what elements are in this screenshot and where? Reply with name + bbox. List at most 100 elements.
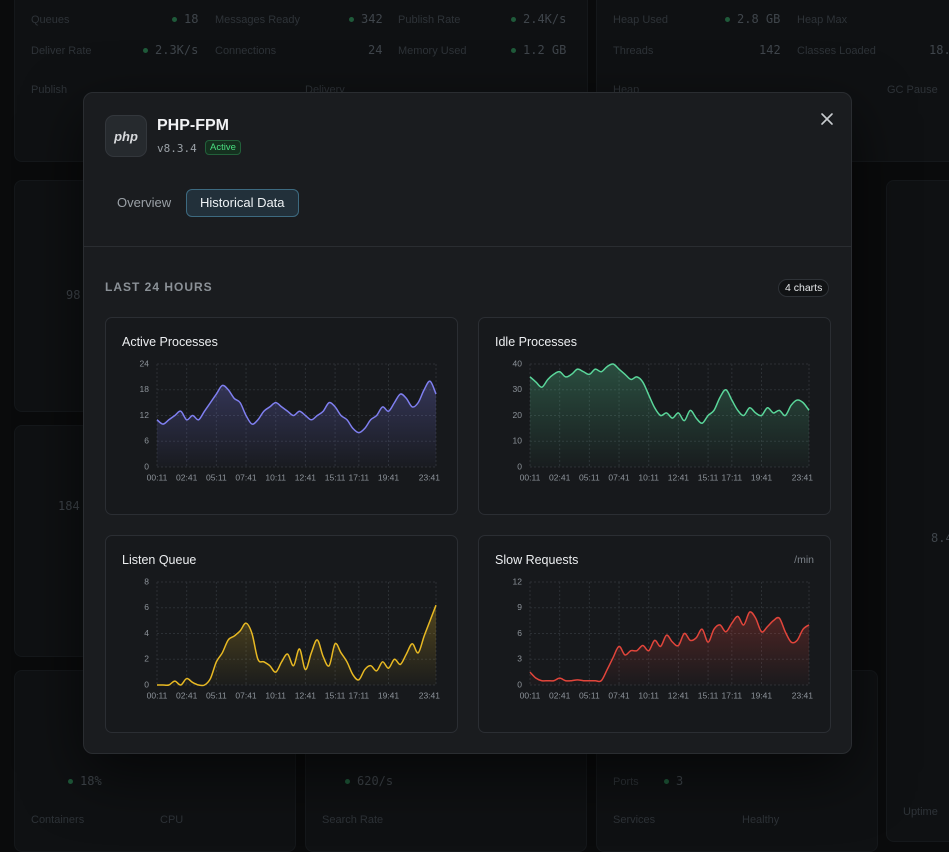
bg-value: 142 xyxy=(759,43,781,57)
x-tick-label: 02:41 xyxy=(176,690,198,700)
chart-title: Idle Processes xyxy=(495,335,577,349)
bg-label: Uptime xyxy=(903,806,938,818)
bg-label: Memory Used xyxy=(398,45,467,57)
bg-label: Threads xyxy=(613,45,654,57)
x-tick-label: 17:11 xyxy=(349,690,370,700)
bg-dot xyxy=(664,779,669,784)
bg-value: 18 xyxy=(184,12,199,26)
y-tick-label: 6 xyxy=(144,436,149,446)
bg-dot xyxy=(511,48,516,53)
x-tick-label: 12:41 xyxy=(668,690,690,700)
x-tick-label: 10:11 xyxy=(265,472,286,482)
line xyxy=(529,363,810,424)
bg-value: 3 xyxy=(676,774,684,788)
chart-card: Active Processes 0 6 12 18 24 00:11 02:41 05:11 0… xyxy=(105,317,458,515)
x-tick-label: 17:11 xyxy=(722,690,743,700)
bg-label: Healthy xyxy=(742,814,780,826)
y-tick-label: 40 xyxy=(513,358,523,368)
chart-unit: /min xyxy=(794,554,814,566)
x-tick-label: 07:41 xyxy=(608,472,630,482)
bg-dot xyxy=(143,48,148,53)
chart-svg: 0 10 20 30 40 00:11 02:41 05:11 07:41 10:11 12:41 1… xyxy=(513,358,814,482)
y-tick-label: 4 xyxy=(144,628,149,638)
x-tick-label: 05:11 xyxy=(579,690,600,700)
bg-value: 342 xyxy=(361,12,383,26)
x-tick-label: 23:41 xyxy=(792,690,814,700)
bg-value: 24 xyxy=(368,43,383,57)
x-tick-label: 15:11 xyxy=(698,472,719,482)
status-badge: Active xyxy=(205,140,241,155)
line xyxy=(156,380,437,434)
x-tick-label: 07:41 xyxy=(235,690,257,700)
x-tick-label: 00:11 xyxy=(520,472,541,482)
y-tick-label: 18 xyxy=(140,384,150,394)
bg-label: Search Rate xyxy=(322,814,384,826)
bg-label: Messages Ready xyxy=(215,14,300,26)
chart-card: Listen Queue 0 2 4 6 8 00:11 02:41 05:11 07:41 10:… xyxy=(105,535,458,733)
x-tick-label: 17:11 xyxy=(722,472,743,482)
line xyxy=(529,611,810,683)
x-tick-label: 10:11 xyxy=(638,690,659,700)
chart-card: Idle Processes 0 10 20 30 40 00:11 02:41 05:11 07… xyxy=(478,317,831,515)
chart-svg: 0 2 4 6 8 00:11 02:41 05:11 07:41 10:11 12:41 15:11… xyxy=(144,576,440,700)
x-tick-label: 15:11 xyxy=(325,472,346,482)
area xyxy=(157,381,436,467)
chart-svg: 0 3 6 9 12 00:11 02:41 05:11 07:41 10:11 12:41 15:1… xyxy=(513,576,814,700)
chart-card: Slow Requests/min 0 3 6 9 12 00:11 02:41 05:11 07… xyxy=(478,535,831,733)
chart-svg: 0 6 12 18 24 00:11 02:41 05:11 07:41 10:11 12:41 15… xyxy=(140,358,441,482)
x-tick-label: 12:41 xyxy=(295,472,317,482)
version: v8.3.4 xyxy=(157,142,197,155)
modal-title: PHP-FPM xyxy=(157,117,229,134)
x-tick-label: 00:11 xyxy=(147,690,168,700)
y-tick-label: 10 xyxy=(513,436,523,446)
bg-label: GC Pause xyxy=(887,84,938,96)
close-button[interactable] xyxy=(818,110,836,128)
y-tick-label: 0 xyxy=(144,679,149,689)
bg-label: Deliver Rate xyxy=(31,45,92,57)
app-icon: php xyxy=(105,115,147,157)
x-tick-label: 07:41 xyxy=(608,690,630,700)
x-tick-label: 10:11 xyxy=(638,472,659,482)
tab[interactable]: Overview xyxy=(117,195,172,210)
bg-label: Containers xyxy=(31,814,85,826)
chart-title: Slow Requests xyxy=(495,553,579,567)
bg-label: Queues xyxy=(31,14,70,26)
y-tick-label: 0 xyxy=(517,461,522,471)
area xyxy=(157,605,436,686)
section-title: LAST 24 HOURS xyxy=(105,280,213,294)
bg-value: 18.4 xyxy=(929,43,949,57)
chart-title: Listen Queue xyxy=(122,553,197,567)
bg-dot xyxy=(511,17,516,22)
x-tick-label: 15:11 xyxy=(325,690,346,700)
bg-dot xyxy=(68,779,73,784)
bg-value: 620/s xyxy=(357,774,394,788)
bg-value: 18% xyxy=(80,774,102,788)
divider xyxy=(84,246,851,247)
bg-label: Publish xyxy=(31,84,68,96)
y-tick-label: 30 xyxy=(513,384,523,394)
y-tick-label: 8 xyxy=(144,576,149,586)
bg-label: CPU xyxy=(160,814,184,826)
bg-value: 2.3K/s xyxy=(155,43,199,57)
x-tick-label: 02:41 xyxy=(549,472,571,482)
x-tick-label: 23:41 xyxy=(419,472,441,482)
bg-dot xyxy=(172,17,177,22)
bg-dot xyxy=(345,779,350,784)
x-tick-label: 10:11 xyxy=(265,690,286,700)
x-tick-label: 19:41 xyxy=(751,690,773,700)
line xyxy=(156,604,437,687)
bg-value: 8.4 xyxy=(931,531,949,545)
tab-active[interactable]: Historical Data xyxy=(186,189,299,217)
bg-value: 98 xyxy=(66,288,81,302)
area xyxy=(530,363,809,467)
bg-label: Connections xyxy=(215,45,277,57)
x-tick-label: 17:11 xyxy=(349,472,370,482)
x-tick-label: 00:11 xyxy=(147,472,168,482)
bg-value: 2.4K/s xyxy=(523,12,567,26)
bg-dot xyxy=(349,17,354,22)
chart-count: 4 charts xyxy=(778,279,830,297)
x-tick-label: 12:41 xyxy=(295,690,317,700)
bg-value: 2.8 GB xyxy=(737,12,781,26)
x-tick-label: 05:11 xyxy=(579,472,600,482)
y-tick-label: 2 xyxy=(144,654,149,664)
